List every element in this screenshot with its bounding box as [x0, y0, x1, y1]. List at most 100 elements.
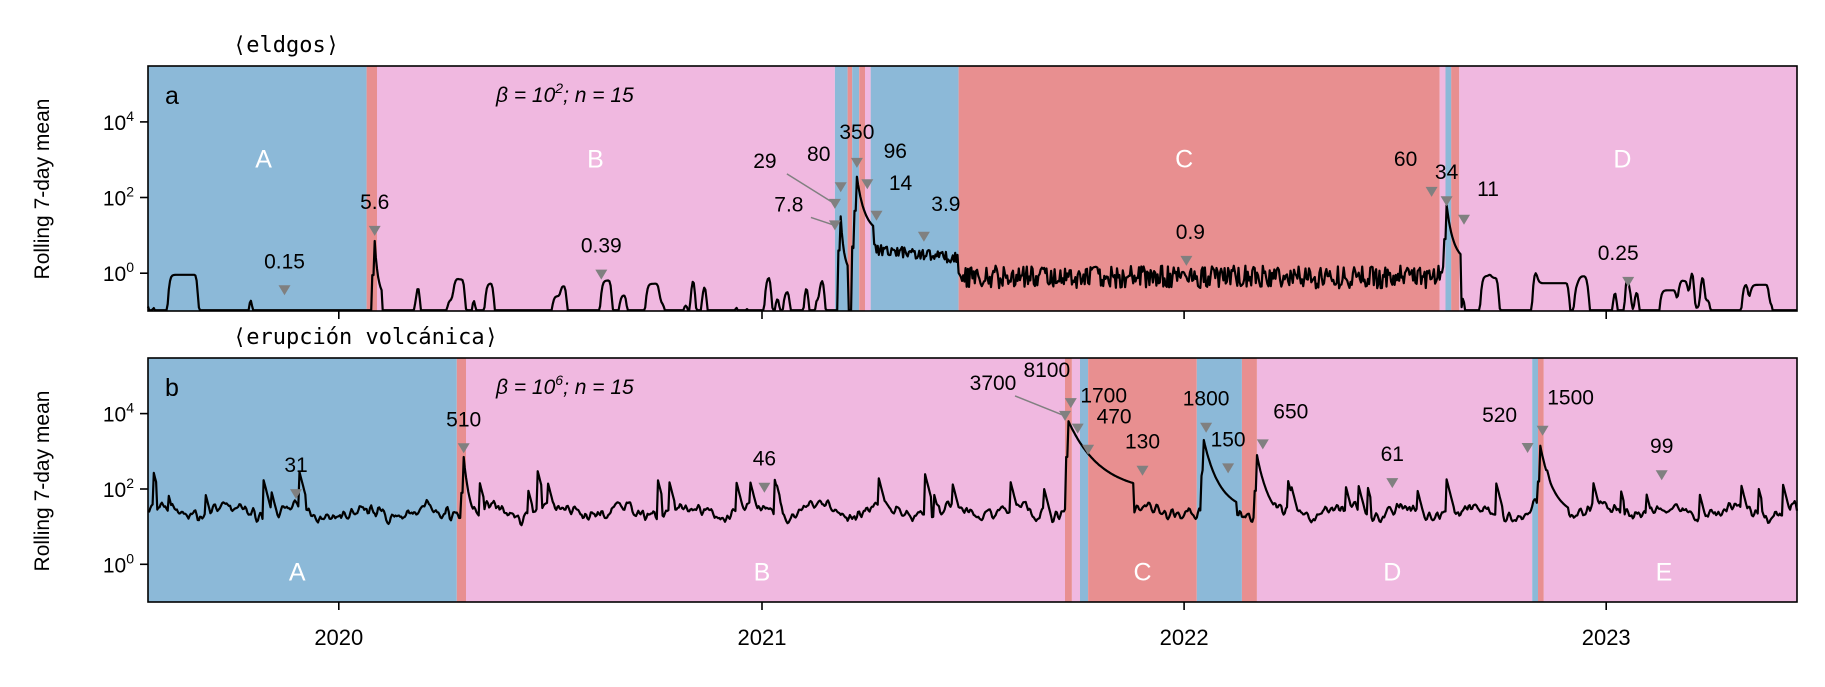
annotation-label: 3700 — [970, 372, 1017, 395]
annotation-marker — [870, 210, 883, 221]
annotation-marker — [1521, 443, 1534, 453]
regime-band — [859, 66, 865, 311]
annotation-label: 130 — [1125, 431, 1160, 454]
y-tick-label: 102 — [103, 184, 134, 211]
regime-band — [1065, 358, 1072, 602]
annotation-marker — [850, 157, 863, 168]
regime-band — [1451, 66, 1460, 311]
annotation-label: 14 — [889, 172, 913, 195]
regime-band — [148, 66, 367, 311]
regime-band — [1071, 358, 1080, 602]
annotation-label: 3.9 — [931, 193, 960, 216]
y-tick-label: 104 — [103, 400, 134, 427]
annotation-marker — [290, 489, 302, 500]
x-tick-label: 2020 — [314, 625, 363, 650]
annotation-label: 150 — [1211, 428, 1246, 451]
regime-band — [1088, 358, 1197, 602]
regime-band — [1196, 358, 1242, 602]
regime-label: D — [1613, 146, 1631, 174]
annotation-marker — [1622, 276, 1635, 287]
annotation-marker — [1440, 196, 1453, 207]
y-tick-label: 100 — [103, 550, 134, 577]
annotation-marker — [1536, 425, 1549, 436]
annotation-label: 0.15 — [264, 250, 305, 273]
y-tick-label: 100 — [103, 259, 134, 286]
annotation-marker — [1425, 186, 1438, 197]
regime-band — [1538, 358, 1544, 602]
annotation-marker — [1082, 444, 1095, 455]
annotation-label: 0.9 — [1176, 221, 1205, 244]
annotation-label: 0.25 — [1598, 242, 1639, 265]
annotation-label: 510 — [446, 408, 481, 431]
annotation-label: 96 — [884, 140, 907, 163]
regime-label: A — [289, 559, 306, 587]
annotation-label: 350 — [839, 121, 874, 144]
regime-label: C — [1133, 559, 1151, 587]
annotation-marker — [457, 443, 470, 454]
panel-title: ⟨eldgos⟩ — [233, 33, 339, 58]
regime-band — [865, 66, 871, 311]
regime-label: C — [1175, 146, 1193, 174]
annotation-label: 80 — [807, 143, 830, 166]
regime-band — [1439, 66, 1446, 311]
regime-band — [1543, 358, 1797, 602]
annotation-label: 34 — [1435, 161, 1459, 184]
annotation-marker — [1071, 423, 1084, 434]
regime-label: A — [255, 146, 272, 174]
annotation-label: 31 — [284, 454, 307, 477]
x-tick-label: 2022 — [1160, 625, 1209, 650]
annotation-label: 520 — [1482, 404, 1517, 427]
annotation-label: 46 — [753, 448, 776, 471]
regime-band — [1241, 358, 1257, 602]
annotation-arrow — [1014, 395, 1066, 417]
annotation-label: 0.39 — [581, 235, 622, 258]
x-tick-label: 2023 — [1582, 625, 1631, 650]
regime-label: D — [1383, 559, 1401, 587]
regime-band — [870, 66, 959, 311]
annotation-label: 5.6 — [360, 191, 389, 214]
annotation-label: 1700 — [1080, 385, 1127, 408]
annotation-arrow — [810, 216, 836, 227]
regime-label: B — [587, 146, 604, 174]
parameter-label: β = 106; n = 15 — [495, 372, 634, 399]
regime-band — [1459, 66, 1797, 311]
annotation-label: 470 — [1097, 406, 1132, 429]
annotation-marker — [861, 179, 874, 190]
plot-frame — [147, 357, 1798, 603]
parameter-label: β = 102; n = 15 — [495, 80, 634, 107]
regime-band — [847, 66, 853, 311]
annotation-label: 11 — [1477, 178, 1499, 201]
x-tick-label: 2021 — [738, 625, 787, 650]
y-axis-label: Rolling 7-day mean — [31, 99, 54, 280]
annotation-label: 61 — [1381, 443, 1404, 466]
annotation-label: 29 — [753, 150, 776, 173]
annotation-marker — [917, 231, 930, 242]
annotation-marker — [1386, 478, 1399, 489]
y-axis-label: Rolling 7-day mean — [31, 391, 54, 572]
annotation-marker — [1458, 214, 1470, 225]
panel-a: A B C D 0.15 5.6 0.39 29 7.8 80 350 96 14 3.9 0.9 60 34… — [31, 33, 1798, 319]
annotation-label: 60 — [1394, 148, 1417, 171]
annotation-label: 8100 — [1023, 359, 1070, 382]
annotation-marker — [1064, 398, 1077, 409]
regime-band — [366, 66, 377, 311]
annotation-marker — [1256, 439, 1269, 450]
annotation-marker — [758, 482, 771, 493]
panel-title: ⟨erupción volcánica⟩ — [233, 325, 498, 350]
annotation-marker — [1180, 255, 1193, 266]
regime-band — [958, 66, 1440, 311]
annotation-label: 7.8 — [774, 193, 803, 216]
y-tick-label: 104 — [103, 108, 134, 135]
regime-label: E — [1656, 559, 1673, 587]
regime-band — [1080, 358, 1089, 602]
annotation-marker — [1200, 422, 1213, 433]
regime-band — [1445, 66, 1452, 311]
y-tick-label: 102 — [103, 475, 134, 502]
annotation-marker — [834, 182, 847, 193]
regime-label: B — [754, 559, 771, 587]
annotation-label: 1500 — [1547, 387, 1594, 410]
series-line-erupcion-volcanica — [147, 420, 1799, 527]
plot-frame — [147, 65, 1798, 312]
